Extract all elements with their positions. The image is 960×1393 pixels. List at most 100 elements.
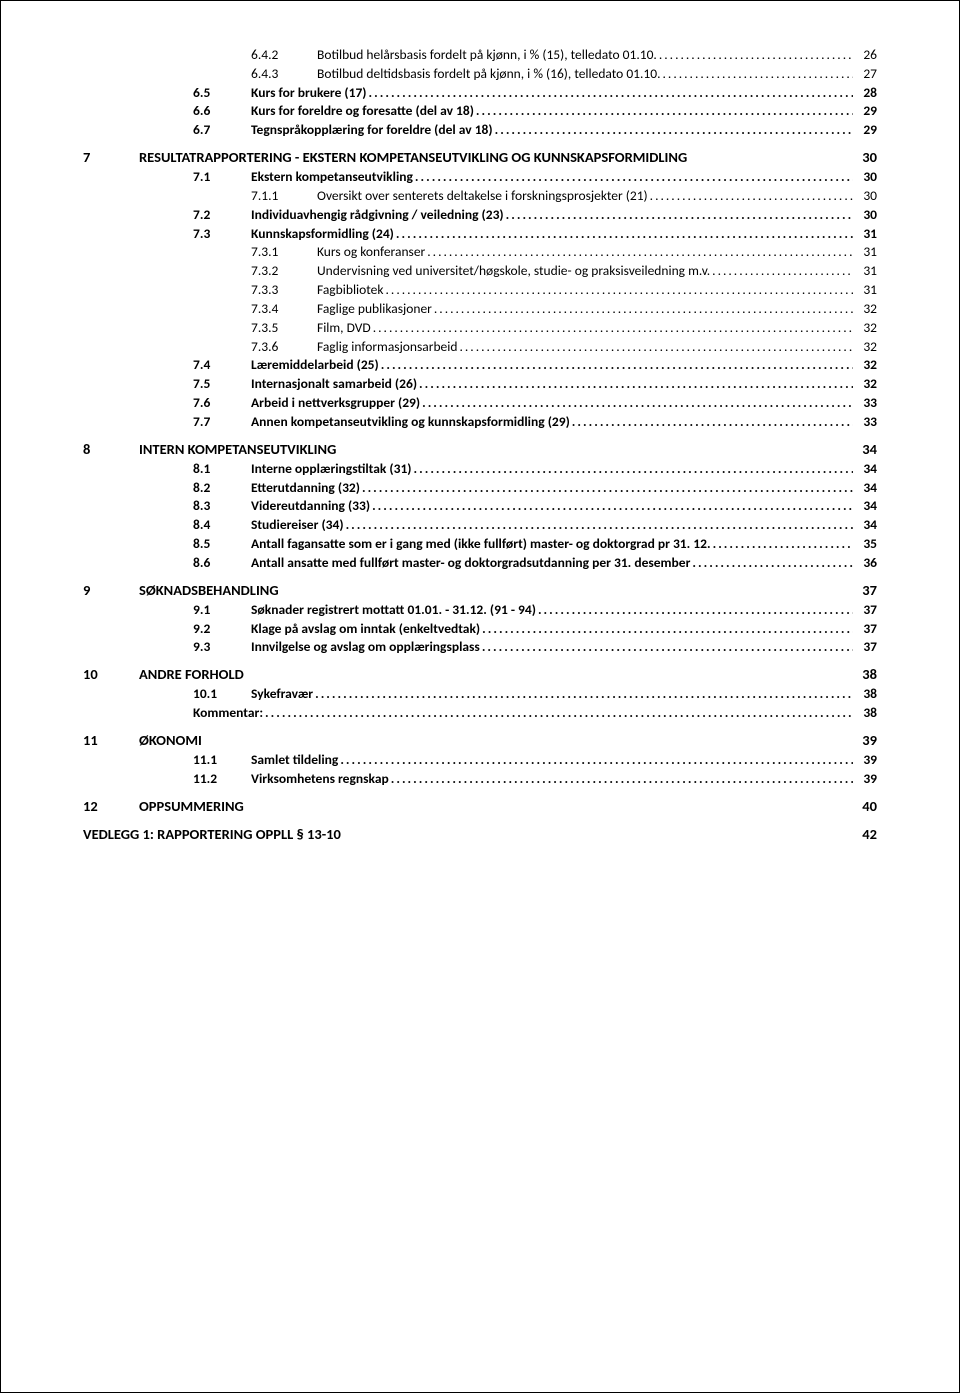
toc-entry-page: 31	[855, 262, 877, 280]
toc-entry: 10.1Sykefravær38	[83, 685, 877, 703]
toc-entry-title: Internasjonalt samarbeid (26)	[251, 375, 417, 393]
toc-entry-number: 11	[83, 731, 139, 750]
toc-entry: VEDLEGG 1: RAPPORTERING OPPLL § 13-1042	[83, 825, 877, 844]
toc-entry: 12OPPSUMMERING40	[83, 797, 877, 816]
toc-entry: 10ANDRE FORHOLD38	[83, 665, 877, 684]
toc-entry: 6.6Kurs for foreldre og foresatte (del a…	[83, 102, 877, 120]
toc-entry: 7.3Kunnskapsformidling (24)31	[83, 225, 877, 243]
toc-entry-page: 34	[855, 460, 877, 478]
toc-entry: 7.1.1Oversikt over senterets deltakelse …	[83, 187, 877, 205]
toc-entry-number: 6.6	[193, 102, 251, 120]
document-page: 6.4.2Botilbud helårsbasis fordelt på kjø…	[0, 0, 960, 1393]
toc-entry-page: 32	[855, 319, 877, 337]
toc-entry-page: 34	[855, 516, 877, 534]
toc-entry: 8.2Etterutdanning (32)34	[83, 479, 877, 497]
toc-entry-title: Innvilgelse og avslag om opplæringsplass	[251, 638, 480, 656]
toc-entry: 7.2Individuavhengig rådgivning / veiledn…	[83, 206, 877, 224]
toc-leader-dots	[712, 262, 853, 280]
toc-leader-dots	[713, 535, 853, 553]
toc-entry-number: 7.3.4	[251, 300, 317, 318]
toc-entry: 8.5Antall fagansatte som er i gang med (…	[83, 535, 877, 553]
toc-entry-page: 37	[855, 581, 877, 600]
toc-entry-number: 7.4	[193, 356, 251, 374]
toc-entry-number: 11.1	[193, 751, 251, 769]
toc-entry-page: 29	[855, 102, 877, 120]
toc-entry-title: OPPSUMMERING	[139, 797, 244, 816]
toc-entry-number: 7.3.1	[251, 243, 317, 261]
toc-entry-number: 10.1	[193, 685, 251, 703]
toc-entry-number: 7.6	[193, 394, 251, 412]
toc-entry: 9.2Klage på avslag om inntak (enkeltvedt…	[83, 620, 877, 638]
toc-entry-page: 39	[855, 751, 877, 769]
toc-entry-page: 30	[855, 168, 877, 186]
toc-entry: 7.4Læremiddelarbeid (25)32	[83, 356, 877, 374]
toc-entry-title: Etterutdanning (32)	[251, 479, 360, 497]
toc-entry-number: 7.3	[193, 225, 251, 243]
toc-entry-title: Ekstern kompetanseutvikling	[251, 168, 413, 186]
toc-leader-dots	[572, 413, 853, 431]
toc-entry: 7.3.4Faglige publikasjoner32	[83, 300, 877, 318]
toc-entry-title: Samlet tildeling	[251, 751, 338, 769]
toc-entry-page: 29	[855, 121, 877, 139]
toc-entry-title: Faglig informasjonsarbeid	[317, 338, 457, 356]
toc-entry-page: 30	[855, 148, 877, 167]
toc-entry: 6.4.2Botilbud helårsbasis fordelt på kjø…	[83, 46, 877, 64]
toc-leader-dots	[414, 460, 854, 478]
toc-entry-title: Faglige publikasjoner	[317, 300, 432, 318]
toc-entry-number: 7	[83, 148, 139, 167]
toc-entry-number: 8	[83, 440, 139, 459]
toc-leader-dots	[434, 300, 853, 318]
toc-entry-page: 39	[855, 770, 877, 788]
toc-entry-title: Antall ansatte med fullført master- og d…	[251, 554, 690, 572]
toc-entry-number: 8.3	[193, 497, 251, 515]
toc-entry-number: 6.5	[193, 84, 251, 102]
toc-leader-dots	[265, 704, 853, 722]
toc-entry: 8.3Videreutdanning (33)34	[83, 497, 877, 515]
toc-leader-dots	[369, 84, 853, 102]
toc-entry-number: 9.2	[193, 620, 251, 638]
toc-entry-number: 7.2	[193, 206, 251, 224]
toc-entry-title: Annen kompetanseutvikling og kunnskapsfo…	[251, 413, 570, 431]
toc-leader-dots	[396, 225, 853, 243]
toc-entry-number: 6.4.3	[251, 65, 317, 83]
toc-entry-title: Interne opplæringstiltak (31)	[251, 460, 412, 478]
toc-leader-dots	[495, 121, 853, 139]
toc-entry-title: Sykefravær	[251, 685, 313, 703]
toc-entry-title: RESULTATRAPPORTERING - EKSTERN KOMPETANS…	[139, 148, 687, 167]
toc-leader-dots	[459, 338, 853, 356]
toc-entry-number: 9	[83, 581, 139, 600]
toc-entry-title: Kurs for foreldre og foresatte (del av 1…	[251, 102, 474, 120]
toc-entry-title: Botilbud helårsbasis fordelt på kjønn, i…	[317, 46, 657, 64]
toc-entry-number: 8.5	[193, 535, 251, 553]
toc-entry-page: 39	[855, 731, 877, 750]
toc-entry-number: 8.6	[193, 554, 251, 572]
toc-entry-number: 7.3.3	[251, 281, 317, 299]
toc-entry: 7.3.5Film, DVD32	[83, 319, 877, 337]
toc-leader-dots	[346, 516, 853, 534]
toc-entry: 7.7Annen kompetanseutvikling og kunnskap…	[83, 413, 877, 431]
toc-entry-page: 34	[855, 440, 877, 459]
toc-entry-title: Individuavhengig rådgivning / veiledning…	[251, 206, 504, 224]
toc-leader-dots	[482, 638, 853, 656]
toc-entry-number: 7.5	[193, 375, 251, 393]
toc-entry-page: 36	[855, 554, 877, 572]
toc-entry-number: 12	[83, 797, 139, 816]
toc-leader-dots	[391, 770, 853, 788]
toc-entry-number: 7.1.1	[251, 187, 317, 205]
toc-entry: Kommentar:38	[83, 704, 877, 722]
toc-leader-dots	[315, 685, 853, 703]
toc-entry-page: 34	[855, 497, 877, 515]
toc-entry-page: 37	[855, 638, 877, 656]
toc-leader-dots	[650, 187, 853, 205]
toc-leader-dots	[538, 601, 853, 619]
toc-leader-dots	[506, 206, 853, 224]
toc-leader-dots	[422, 394, 853, 412]
toc-leader-dots	[476, 102, 853, 120]
toc-entry: 7RESULTATRAPPORTERING - EKSTERN KOMPETAN…	[83, 148, 877, 167]
toc-entry-title: VEDLEGG 1: RAPPORTERING OPPLL § 13-10	[83, 825, 341, 844]
toc-entry-page: 33	[855, 394, 877, 412]
toc-entry: 9.3Innvilgelse og avslag om opplæringspl…	[83, 638, 877, 656]
toc-entry-title: Kunnskapsformidling (24)	[251, 225, 394, 243]
toc-leader-dots	[340, 751, 853, 769]
toc-entry-page: 35	[855, 535, 877, 553]
